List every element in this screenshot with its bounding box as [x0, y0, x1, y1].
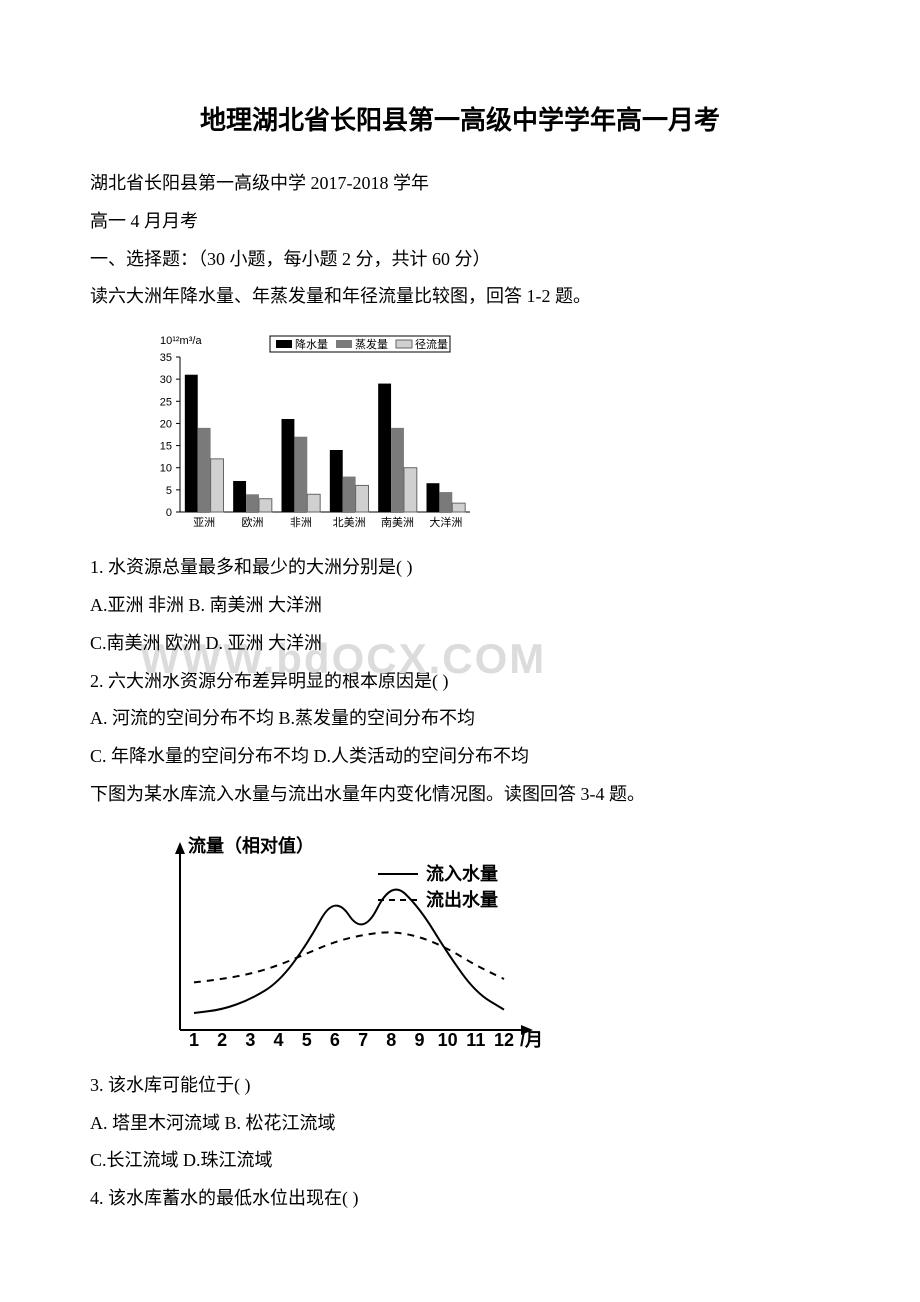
chart2-legend: 流入水量 流出水量: [378, 863, 498, 910]
svg-text:径流量: 径流量: [415, 337, 448, 351]
svg-text:25: 25: [160, 396, 172, 408]
svg-text:亚洲: 亚洲: [193, 517, 215, 529]
section-heading: 一、选择题：（30 小题，每小题 2 分，共计 60 分）: [90, 241, 830, 279]
svg-text:流出水量: 流出水量: [426, 889, 498, 910]
svg-text:南美洲: 南美洲: [381, 516, 414, 529]
svg-text:蒸发量: 蒸发量: [355, 337, 388, 351]
svg-text:4: 4: [274, 1030, 284, 1050]
chart1-yticks: 0 5 10 15 20 25 30 35: [160, 352, 180, 519]
svg-text:20: 20: [160, 419, 172, 431]
svg-text:9: 9: [414, 1030, 424, 1050]
chart1-xlabels: 亚洲 欧洲 非洲 北美洲 南美洲 大洋洲: [193, 515, 462, 529]
intro-2: 下图为某水库流入水量与流出水量年内变化情况图。读图回答 3-4 题。: [90, 776, 830, 814]
intro-1: 读六大洲年降水量、年蒸发量和年径流量比较图，回答 1-2 题。: [90, 278, 830, 316]
svg-text:7: 7: [358, 1030, 368, 1050]
chart1-bars: [185, 375, 465, 512]
svg-text:6: 6: [330, 1030, 340, 1050]
q2-options-cd: C. 年降水量的空间分布不均 D.人类活动的空间分布不均: [90, 738, 830, 776]
svg-text:5: 5: [302, 1030, 312, 1050]
svg-text:降水量: 降水量: [295, 337, 328, 351]
svg-text:11: 11: [466, 1030, 485, 1050]
page-title: 地理湖北省长阳县第一高级中学学年高一月考: [90, 100, 830, 137]
svg-text:2: 2: [217, 1030, 227, 1050]
q1-options-ab: A.亚洲 非洲 B. 南美洲 大洋洲: [90, 587, 830, 625]
svg-text:8: 8: [386, 1030, 396, 1050]
svg-text:10: 10: [160, 463, 172, 475]
q3-options-cd: C.长江流域 D.珠江流域: [90, 1142, 830, 1180]
svg-text:30: 30: [160, 374, 172, 386]
chart1-legend: 降水量 蒸发量 径流量: [270, 336, 450, 352]
q2-stem: 2. 六大洲水资源分布差异明显的根本原因是( ): [90, 663, 830, 701]
y-unit-label: 10¹²m³/a: [160, 335, 202, 347]
svg-text:流入水量: 流入水量: [426, 863, 498, 884]
svg-text:3: 3: [245, 1030, 255, 1050]
svg-text:35: 35: [160, 352, 172, 364]
svg-text:1: 1: [189, 1030, 199, 1050]
header-line-2: 高一 4 月月考: [90, 203, 830, 241]
svg-text:15: 15: [160, 441, 172, 453]
svg-text:5: 5: [166, 485, 172, 497]
q2-options-ab: A. 河流的空间分布不均 B.蒸发量的空间分布不均: [90, 700, 830, 738]
reservoir-line-chart: 流量（相对值） 流入水量 流出水量 123456789101112 /月: [130, 830, 550, 1055]
svg-text:大洋洲: 大洋洲: [429, 515, 462, 529]
q3-options-ab: A. 塔里木河流域 B. 松花江流域: [90, 1105, 830, 1143]
header-line-1: 湖北省长阳县第一高级中学 2017-2018 学年: [90, 165, 830, 203]
svg-text:北美洲: 北美洲: [333, 516, 366, 529]
continent-bar-chart: 10¹²m³/a 降水量 蒸发量 径流量 0 5 10 15 20 25 30 35 亚洲 欧洲…: [130, 332, 490, 537]
q4-stem: 4. 该水库蓄水的最低水位出现在( ): [90, 1180, 830, 1218]
chart2-ylabel: 流量（相对值）: [188, 835, 314, 856]
chart2-xlabel: /月: [520, 1030, 543, 1050]
svg-text:10: 10: [438, 1030, 458, 1050]
q1-options-cd: C.南美洲 欧洲 D. 亚洲 大洋洲: [90, 625, 830, 663]
svg-text:12: 12: [494, 1030, 514, 1050]
svg-text:0: 0: [166, 507, 172, 519]
svg-text:非洲: 非洲: [290, 516, 312, 529]
chart2-xticks: 123456789101112: [189, 1030, 514, 1050]
svg-text:欧洲: 欧洲: [242, 516, 264, 529]
q3-stem: 3. 该水库可能位于( ): [90, 1067, 830, 1105]
q1-stem: 1. 水资源总量最多和最少的大洲分别是( ): [90, 549, 830, 587]
